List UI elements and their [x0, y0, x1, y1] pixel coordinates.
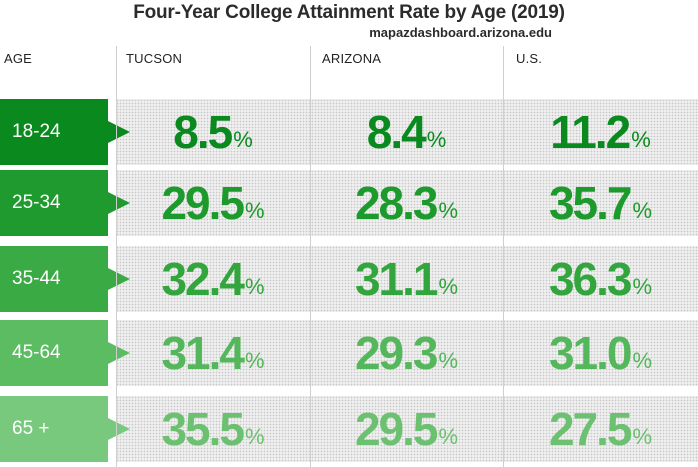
- percent-sign: %: [438, 274, 459, 299]
- value-cell: 31.1%: [310, 246, 503, 312]
- column-divider: [310, 46, 311, 467]
- percent-sign: %: [632, 274, 653, 299]
- value-cell: 8.4%: [310, 99, 503, 165]
- value-cell: 27.5%: [503, 396, 698, 462]
- value-number: 8.5: [173, 106, 233, 158]
- percent-sign: %: [244, 424, 265, 449]
- chart-title: Four-Year College Attainment Rate by Age…: [133, 2, 565, 23]
- percent-sign: %: [438, 198, 459, 223]
- row-background: [116, 320, 698, 386]
- value-number: 27.5: [548, 403, 633, 455]
- percent-sign: %: [244, 274, 265, 299]
- value-cell: 31.4%: [116, 320, 310, 386]
- percent-sign: %: [632, 348, 653, 373]
- value-cell: 8.5%: [116, 99, 310, 165]
- percent-sign: %: [438, 348, 459, 373]
- value-number: 35.7: [548, 177, 633, 229]
- percent-sign: %: [426, 127, 447, 152]
- value-number: 31.0: [548, 327, 633, 379]
- value-cell: 11.2%: [503, 99, 698, 165]
- value-number: 32.4: [161, 253, 245, 305]
- row-background: [116, 246, 698, 312]
- percent-sign: %: [244, 198, 265, 223]
- value-cell: 29.5%: [116, 170, 310, 236]
- age-label-2: 35-44: [0, 246, 130, 312]
- value-number: 8.4: [366, 106, 427, 158]
- value-number: 29.3: [354, 327, 439, 379]
- percent-sign: %: [233, 127, 253, 152]
- header-arizona: ARIZONA: [322, 51, 382, 66]
- age-label-4: 65 +: [0, 396, 130, 462]
- value-cell: 35.5%: [116, 396, 310, 462]
- value-number: 28.3: [354, 177, 439, 229]
- value-cell: 31.0%: [503, 320, 698, 386]
- value-number: 29.5: [161, 177, 245, 229]
- value-number: 31.1: [354, 253, 439, 305]
- column-divider: [116, 46, 117, 467]
- header-age: AGE: [4, 51, 33, 66]
- value-number: 11.2: [550, 106, 631, 158]
- age-label-0: 18-24: [0, 99, 130, 165]
- value-cell: 29.5%: [310, 396, 503, 462]
- percent-sign: %: [632, 198, 653, 223]
- column-divider: [503, 46, 504, 467]
- row-background: [116, 99, 698, 165]
- percent-sign: %: [632, 424, 653, 449]
- value-number: 35.5: [161, 403, 245, 455]
- header-tucson: TUCSON: [126, 51, 183, 66]
- row-background: [116, 396, 698, 462]
- age-label-3: 45-64: [0, 320, 130, 386]
- value-cell: 32.4%: [116, 246, 310, 312]
- value-number: 36.3: [548, 253, 633, 305]
- value-cell: 36.3%: [503, 246, 698, 312]
- header-us: U.S.: [516, 51, 543, 66]
- percent-sign: %: [244, 348, 265, 373]
- age-label-1: 25-34: [0, 170, 130, 236]
- value-cell: 29.3%: [310, 320, 503, 386]
- value-number: 31.4: [161, 327, 245, 379]
- percent-sign: %: [631, 127, 651, 152]
- source-label: mapazdashboard.arizona.edu: [369, 25, 552, 40]
- value-cell: 35.7%: [503, 170, 698, 236]
- value-cell: 28.3%: [310, 170, 503, 236]
- row-background: [116, 170, 698, 236]
- percent-sign: %: [438, 424, 459, 449]
- value-number: 29.5: [354, 403, 439, 455]
